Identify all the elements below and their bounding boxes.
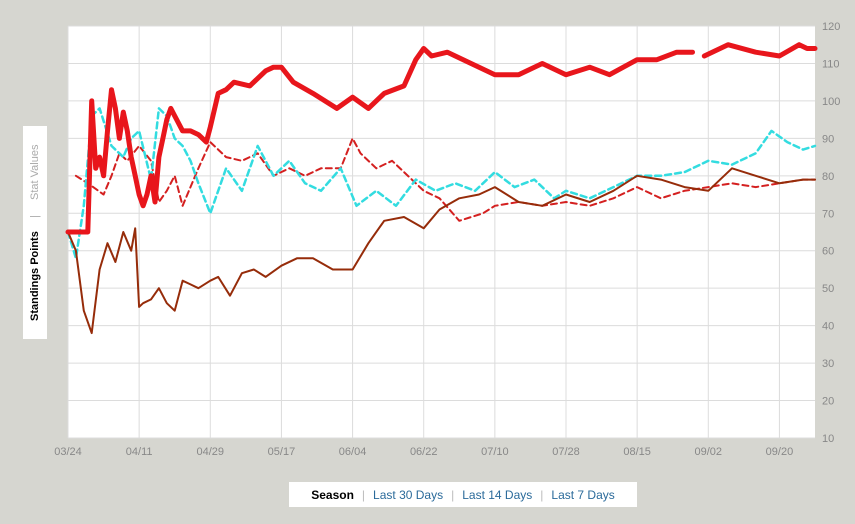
x-tick-label: 07/10 [481, 446, 509, 458]
x-tick-label: 06/04 [339, 446, 367, 458]
period-tabs: Season | Last 30 Days | Last 14 Days | L… [289, 482, 637, 507]
y-tick-label: 70 [822, 208, 834, 220]
x-tick-label: 09/20 [766, 446, 794, 458]
axis-label-separator: | [29, 215, 41, 219]
y-axis-title-box: Stat Values | Standings Points [23, 126, 47, 339]
series-line-brown [67, 167, 816, 335]
tab-last-14-days[interactable]: Last 14 Days [462, 487, 533, 502]
tab-season[interactable]: Season [311, 487, 354, 502]
x-tick-label: 06/22 [410, 446, 438, 458]
y-tick-label: 30 [822, 358, 834, 370]
y-tick-label: 90 [822, 133, 834, 145]
x-tick-label: 07/28 [552, 446, 580, 458]
x-tick-label: 05/17 [268, 446, 296, 458]
series-line-dashed-red [74, 137, 816, 222]
x-tick-label: 03/24 [54, 446, 82, 458]
plot-area [68, 26, 815, 438]
y-tick-label: 40 [822, 321, 834, 333]
y-tick-label: 60 [822, 246, 834, 258]
y-tick-label: 120 [822, 21, 840, 33]
standings-points-toggle[interactable]: Standings Points [29, 231, 41, 321]
series-line-dashed-cyan [66, 107, 817, 260]
x-tick-label: 04/29 [197, 446, 225, 458]
y-tick-label: 80 [822, 171, 834, 183]
tab-last-7-days[interactable]: Last 7 Days [551, 487, 615, 502]
y-tick-label: 50 [822, 283, 834, 295]
y-tick-label: 20 [822, 396, 834, 408]
stat-values-toggle[interactable]: Stat Values [29, 144, 41, 200]
x-tick-label: 08/15 [623, 446, 651, 458]
y-tick-label: 110 [822, 58, 840, 70]
y-tick-label: 100 [822, 96, 840, 108]
y-tick-label: 10 [822, 433, 834, 445]
x-tick-label: 09/02 [695, 446, 723, 458]
tab-last-30-days[interactable]: Last 30 Days [373, 487, 444, 502]
series-line-thick-red [65, 42, 818, 235]
x-tick-label: 04/11 [126, 446, 153, 458]
